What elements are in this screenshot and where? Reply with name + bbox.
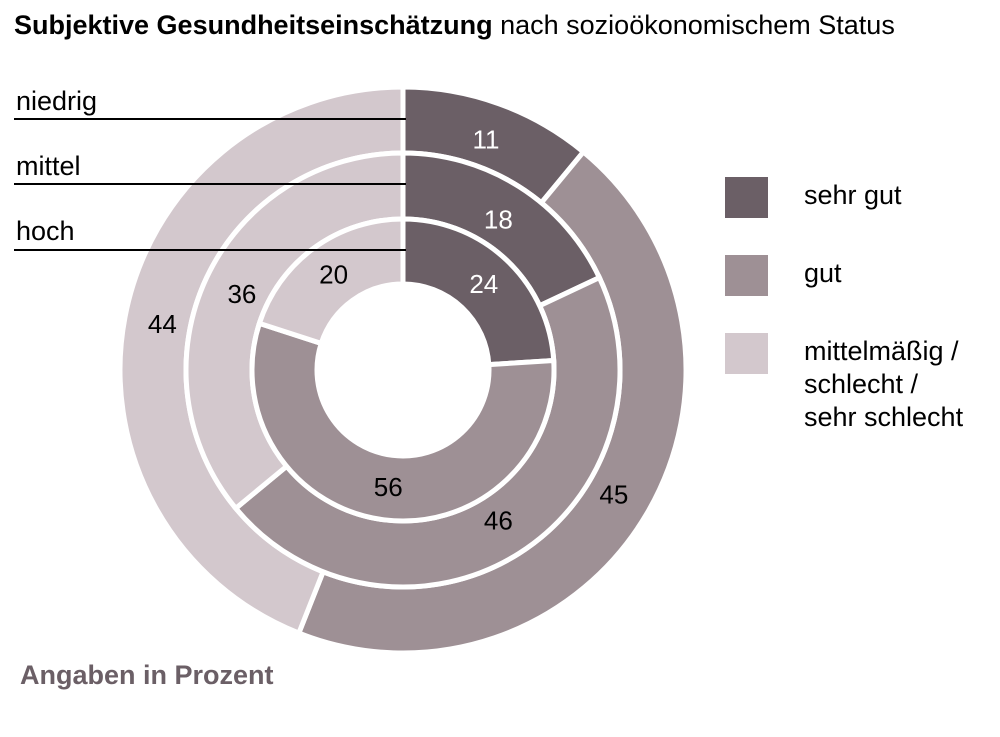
legend-label-sehr-gut: sehr gut: [804, 179, 902, 212]
ring-label-leader-line: [14, 249, 406, 251]
legend-swatch-gut: [725, 255, 768, 296]
legend-label-line: gut: [804, 258, 842, 288]
legend-label-line: sehr gut: [804, 180, 902, 210]
value-label-hoch-gut: 56: [374, 472, 403, 502]
value-label-mittel-mittel-schlecht: 36: [227, 279, 256, 309]
slice-hoch-gut: [249, 320, 557, 524]
legend-swatch-mittel-schlecht: [725, 333, 768, 374]
ring-label-text: niedrig: [16, 86, 98, 116]
units-note: Angaben in Prozent: [20, 660, 274, 690]
value-labels-group: 11 45 44 18 46 36 24 56 20: [148, 124, 628, 535]
value-label-niedrig-mittel-schlecht: 44: [148, 309, 177, 339]
legend-label-gut: gut: [804, 257, 842, 290]
legend-swatch-sehr-gut: [725, 177, 768, 218]
chart-title-rest: nach sozioökonomischem Status: [492, 10, 895, 40]
rings-group: [117, 84, 689, 656]
value-label-niedrig-sehr-gut: 11: [472, 124, 499, 154]
chart-title: Subjektive Gesundheitseinschätzung nach …: [14, 8, 895, 42]
ring-label-text: hoch: [16, 216, 75, 246]
legend-label-line: mittelmäßig /: [804, 336, 959, 366]
value-label-hoch-sehr-gut: 24: [469, 269, 498, 299]
value-label-mittel-sehr-gut: 18: [484, 205, 513, 235]
legend-label-mittel-schlecht: mittelmäßig / schlecht / sehr schlecht: [804, 335, 963, 434]
legend-label-line: sehr schlecht: [804, 402, 964, 432]
legend-label-line: schlecht /: [804, 369, 919, 399]
ring-label-leader-line: [14, 183, 406, 185]
value-label-mittel-gut: 46: [484, 505, 513, 535]
value-label-niedrig-gut: 45: [599, 480, 628, 510]
slice-hoch-sehr-gut: [400, 216, 557, 368]
ring-label-text: mittel: [16, 151, 81, 181]
value-label-hoch-mittel-schlecht: 20: [319, 260, 348, 290]
chart-title-bold: Subjektive Gesundheitseinschätzung: [14, 10, 493, 40]
ring-label-leader-line: [14, 118, 406, 120]
